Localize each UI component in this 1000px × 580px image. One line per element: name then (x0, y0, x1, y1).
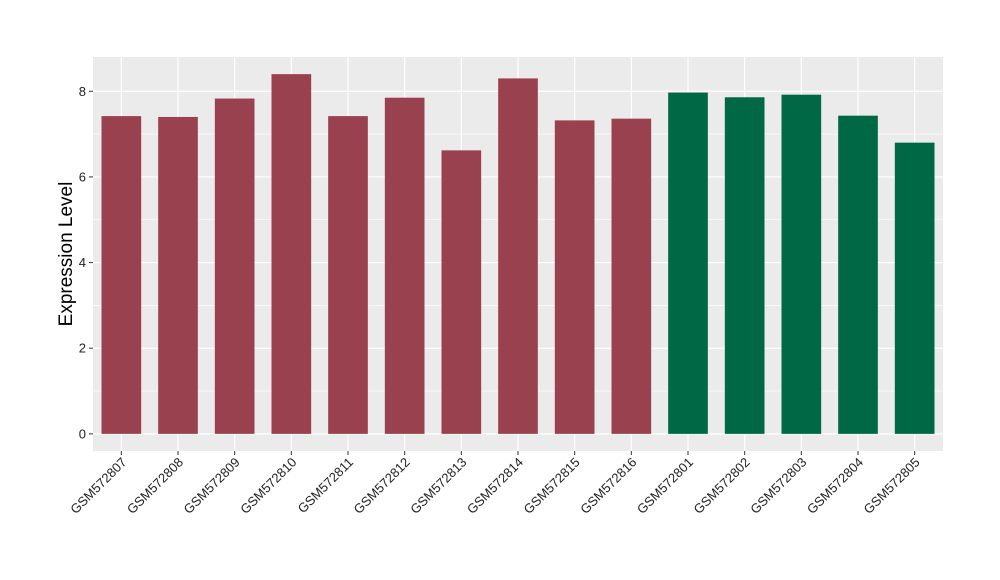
bar-GSM572804 (838, 115, 878, 434)
y-axis-title: Expression Level (56, 182, 77, 327)
x-axis: GSM572807GSM572808GSM572809GSM572810GSM5… (67, 451, 923, 517)
bar-GSM572807 (101, 116, 142, 434)
y-tick-label: 2 (79, 341, 86, 356)
x-tick-label: GSM572804 (804, 455, 866, 517)
x-tick-label: GSM572814 (464, 455, 526, 517)
x-tick-label: GSM572801 (634, 455, 696, 517)
y-tick-label: 8 (79, 84, 86, 99)
x-tick-label: GSM572816 (577, 455, 639, 517)
bars (101, 74, 935, 434)
bar-GSM572814 (498, 78, 538, 434)
bar-GSM572802 (724, 97, 765, 434)
x-tick-label: GSM572805 (861, 455, 923, 517)
bar-GSM572812 (384, 97, 425, 434)
bar-GSM572815 (554, 120, 595, 434)
bar-GSM572810 (271, 74, 312, 434)
bar-GSM572809 (214, 98, 255, 434)
x-tick-label: GSM572808 (124, 455, 186, 517)
x-tick-label: GSM572812 (351, 455, 413, 517)
x-tick-label: GSM572802 (691, 455, 753, 517)
bar-GSM572816 (611, 118, 652, 434)
bar-GSM572801 (668, 92, 708, 434)
y-axis: 0 2 4 6 8 (79, 84, 93, 441)
x-tick-label: GSM572803 (747, 455, 809, 517)
x-tick-label: GSM572809 (181, 455, 243, 517)
bar-GSM572811 (328, 116, 368, 434)
bar-GSM572803 (781, 94, 822, 434)
y-tick-label: 0 (79, 426, 86, 441)
bar-GSM572805 (894, 142, 935, 434)
y-tick-label: 6 (79, 169, 86, 184)
x-tick-label: GSM572810 (237, 455, 299, 517)
bar-GSM572813 (441, 150, 482, 434)
x-tick-label: GSM572811 (295, 455, 357, 517)
bar-GSM572808 (158, 116, 198, 434)
x-tick-label: GSM572815 (521, 455, 583, 517)
x-tick-label: GSM572813 (407, 455, 469, 517)
y-tick-label: 4 (79, 255, 86, 270)
x-tick-label: GSM572807 (67, 455, 129, 517)
